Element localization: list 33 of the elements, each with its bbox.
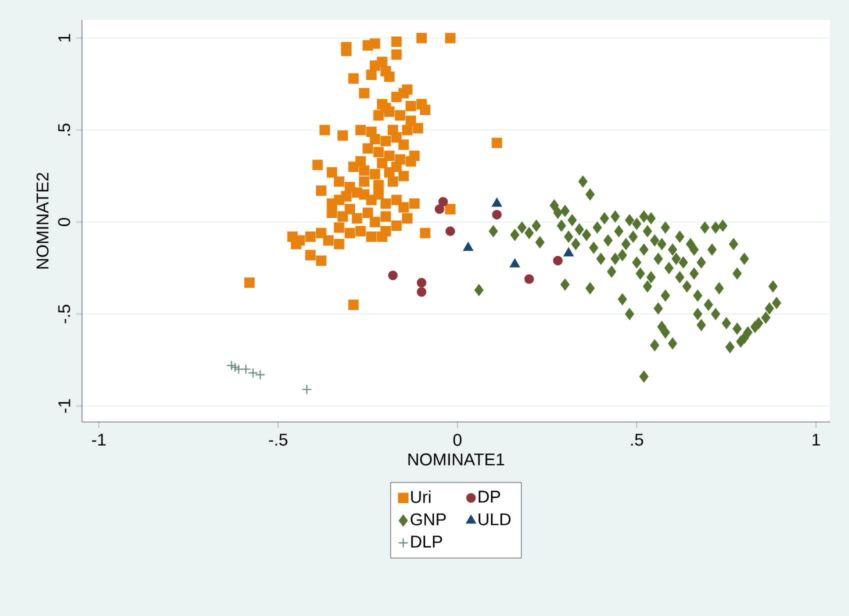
legend-label: Uri <box>411 490 430 503</box>
y-tick-label: -.5 <box>58 304 70 324</box>
y-tick-label: 1 <box>58 34 70 42</box>
legend-label: DP <box>478 490 500 503</box>
point <box>553 256 563 266</box>
legend-label: DLP <box>411 536 442 548</box>
x-tick-label: -1 <box>92 434 106 446</box>
point <box>463 242 474 251</box>
y-tick-label: .5 <box>58 124 70 136</box>
point <box>255 370 266 380</box>
point <box>445 226 456 236</box>
y-tick-label: 0 <box>58 218 70 226</box>
y-tick-label: -1 <box>58 399 70 413</box>
legend-label: ULD <box>478 513 511 526</box>
point <box>492 210 502 220</box>
point <box>302 384 312 395</box>
x-tick-label: -.5 <box>268 434 288 446</box>
point <box>510 258 520 268</box>
x-axis-title: NOMINATE1 <box>408 453 504 466</box>
x-tick-label: 1 <box>812 434 820 446</box>
point <box>524 274 534 284</box>
x-tick-label: 0 <box>453 434 462 446</box>
point <box>492 198 502 207</box>
point <box>388 270 398 280</box>
y-axis-title: NOMINATE2 <box>36 172 49 269</box>
point <box>434 204 444 214</box>
point <box>564 248 574 256</box>
point <box>230 362 240 372</box>
x-tick-label: .5 <box>631 434 644 446</box>
legend-label: GNP <box>410 513 446 526</box>
point <box>416 278 426 288</box>
point <box>438 196 448 207</box>
point <box>416 287 426 297</box>
